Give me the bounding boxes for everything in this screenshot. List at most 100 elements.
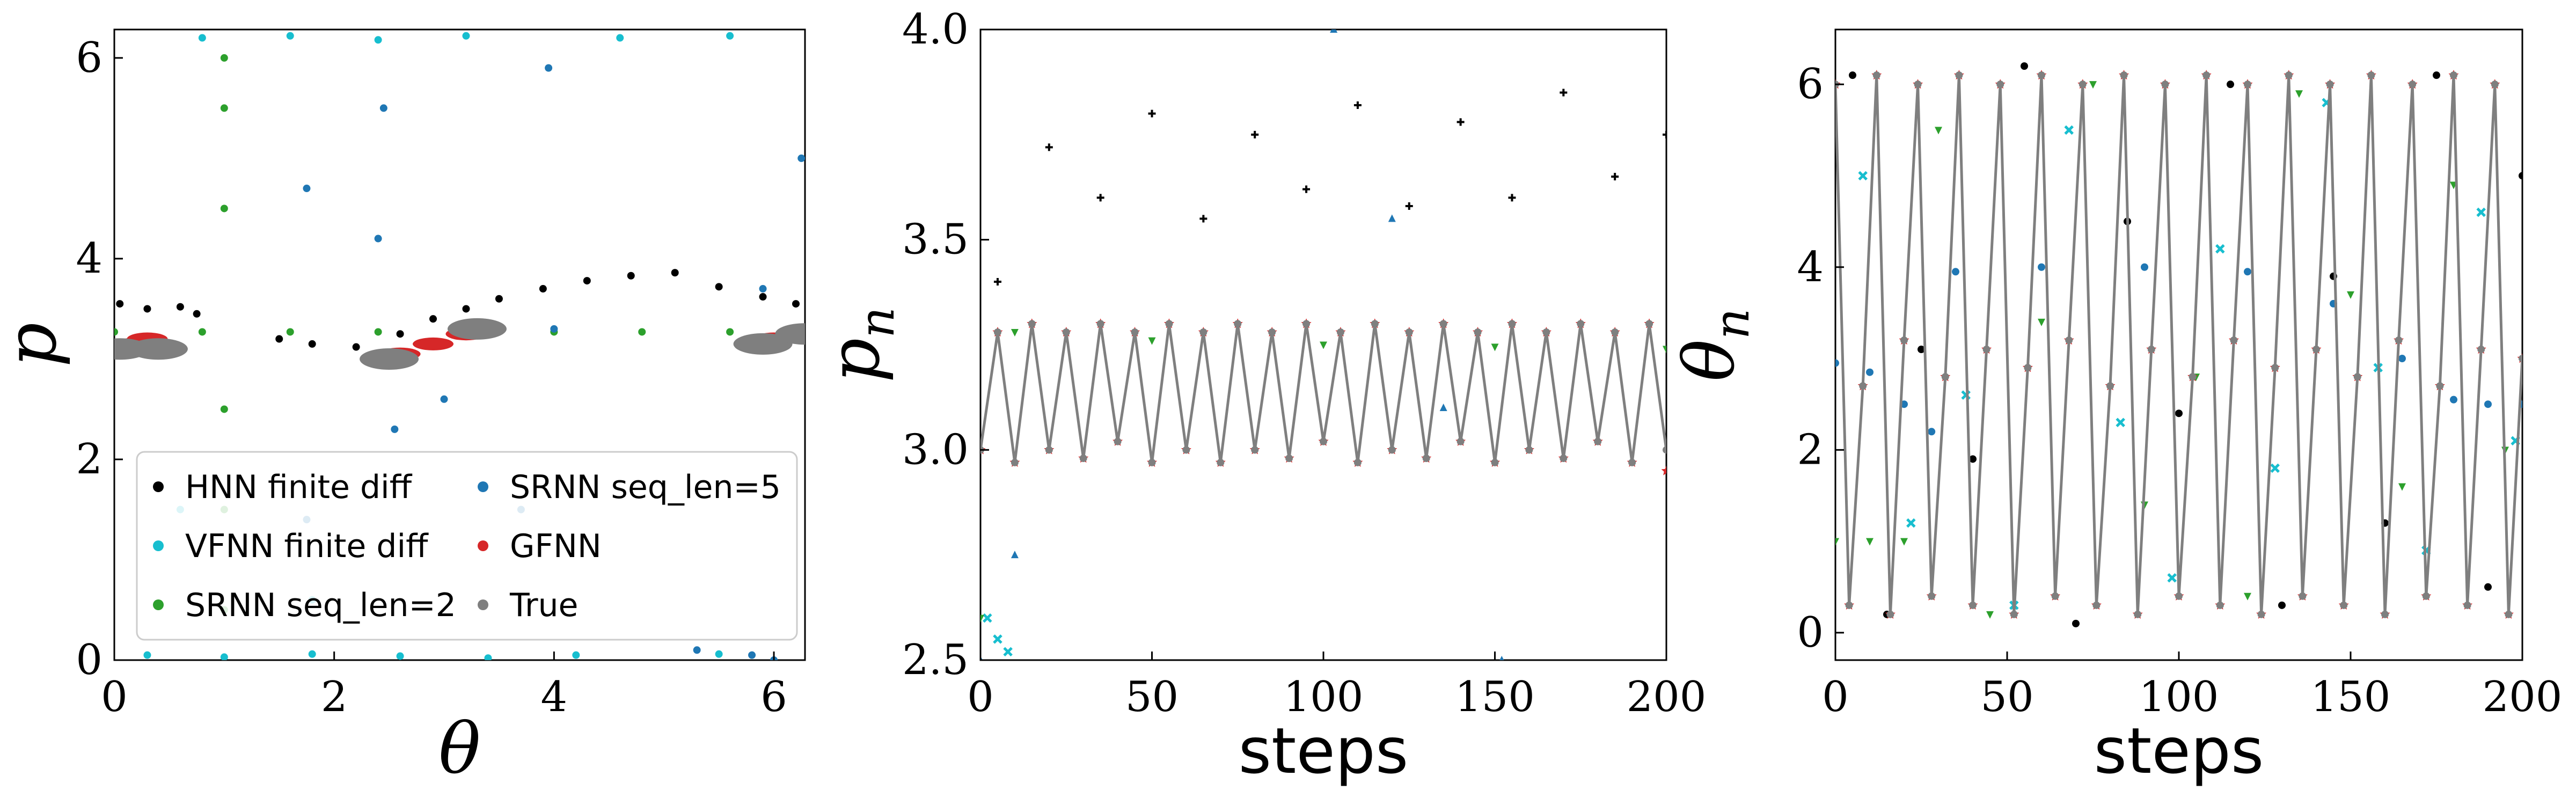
data-point [2141, 263, 2148, 271]
data-point [1866, 538, 1874, 546]
data-point [1914, 80, 1922, 89]
series-hnn [1849, 62, 2522, 627]
data-point [1457, 437, 1465, 445]
data-point [1182, 446, 1190, 454]
data-point [286, 328, 294, 336]
data-point [116, 300, 124, 308]
data-point [1320, 341, 1327, 349]
data-point [726, 32, 734, 40]
x-tick-label: 150 [2311, 673, 2391, 721]
data-point [2038, 263, 2045, 271]
legend-label-hnn: HNN finite diff [185, 469, 413, 506]
data-point [1371, 320, 1379, 328]
data-point [993, 328, 1001, 336]
data-point [2398, 355, 2406, 363]
data-point [286, 32, 294, 40]
y-tick-label: 3.0 [902, 426, 969, 474]
data-point [550, 325, 558, 333]
data-point [1336, 328, 1344, 336]
data-point [2227, 80, 2234, 89]
data-point [2519, 172, 2522, 180]
data-point [1560, 455, 1568, 462]
data-point [2353, 373, 2361, 381]
data-point [1952, 268, 1959, 276]
data-point [2244, 268, 2251, 276]
data-point [1285, 455, 1293, 462]
data-point [1148, 109, 1156, 118]
data-point [391, 425, 399, 433]
data-point [1525, 446, 1533, 454]
data-point [2476, 207, 2486, 217]
legend: HNN finite diff VFNN finite diff SRNN se… [136, 451, 798, 641]
data-point [583, 277, 591, 285]
panel-pn-vs-steps: 0 50 100 150 200 2.5 3.0 3.5 4.0 steps pn [814, 5, 1706, 788]
data-point [2175, 409, 2183, 418]
data-point [1011, 329, 1019, 336]
data-point [1439, 404, 1447, 411]
data-point [374, 36, 382, 44]
data-point [2038, 318, 2045, 326]
data-point [797, 154, 805, 162]
data-point [1645, 320, 1653, 328]
data-point [2285, 71, 2293, 79]
data-point [1302, 185, 1311, 193]
data-point [2092, 601, 2101, 609]
data-point [2278, 601, 2286, 609]
data-point [1028, 320, 1036, 328]
data-point [1661, 465, 1666, 475]
data-point [2167, 573, 2177, 583]
data-point [1353, 458, 1362, 466]
data-point [2398, 483, 2406, 491]
data-point [2422, 592, 2430, 600]
data-point [545, 64, 553, 72]
data-point [1045, 143, 1053, 151]
data-point [2065, 336, 2073, 344]
series-srnn2 [980, 329, 1666, 623]
data-point [2244, 80, 2251, 89]
data-point [447, 318, 507, 340]
data-point [1499, 656, 1504, 660]
data-point [1845, 601, 1853, 609]
data-point [2064, 125, 2074, 135]
data-point [193, 310, 201, 318]
series-hnn [116, 269, 800, 351]
data-point [379, 104, 387, 112]
data-point [1859, 382, 1867, 390]
data-point [396, 652, 404, 660]
data-point [462, 305, 470, 313]
data-point [308, 340, 316, 348]
data-point [1986, 611, 1994, 619]
data-point [1560, 89, 1568, 97]
data-point [1474, 328, 1482, 336]
data-point [2340, 601, 2348, 609]
data-point [2271, 364, 2279, 372]
x-tick-label: 50 [1125, 673, 1179, 721]
legend-label-srnn2: SRNN seq_len=2 [185, 587, 456, 624]
legend-marker-srnn5 [478, 481, 488, 492]
x-tick-label: 4 [541, 673, 568, 721]
legend-marker-true [478, 599, 488, 610]
data-point [1941, 373, 1949, 381]
data-point [2079, 80, 2087, 89]
data-point [2484, 583, 2492, 591]
data-point [1148, 458, 1156, 466]
y-tick-label: 4 [76, 235, 103, 283]
data-point [2021, 62, 2028, 70]
data-point [1982, 346, 1990, 354]
data-point [1508, 194, 1516, 202]
data-point [539, 285, 547, 293]
data-point [1611, 173, 1619, 181]
legend-marker-hnn [153, 481, 164, 492]
data-point [308, 650, 316, 658]
legend-label-srnn5: SRNN seq_len=5 [510, 469, 781, 506]
data-point [1900, 538, 1908, 546]
data-point [2436, 382, 2444, 390]
data-point [1199, 215, 1208, 223]
data-point [1388, 446, 1396, 454]
legend-marker-srnn2 [153, 599, 164, 610]
data-point [759, 285, 767, 293]
data-point [775, 323, 805, 345]
data-point [2116, 418, 2125, 428]
data-point [2519, 355, 2522, 363]
